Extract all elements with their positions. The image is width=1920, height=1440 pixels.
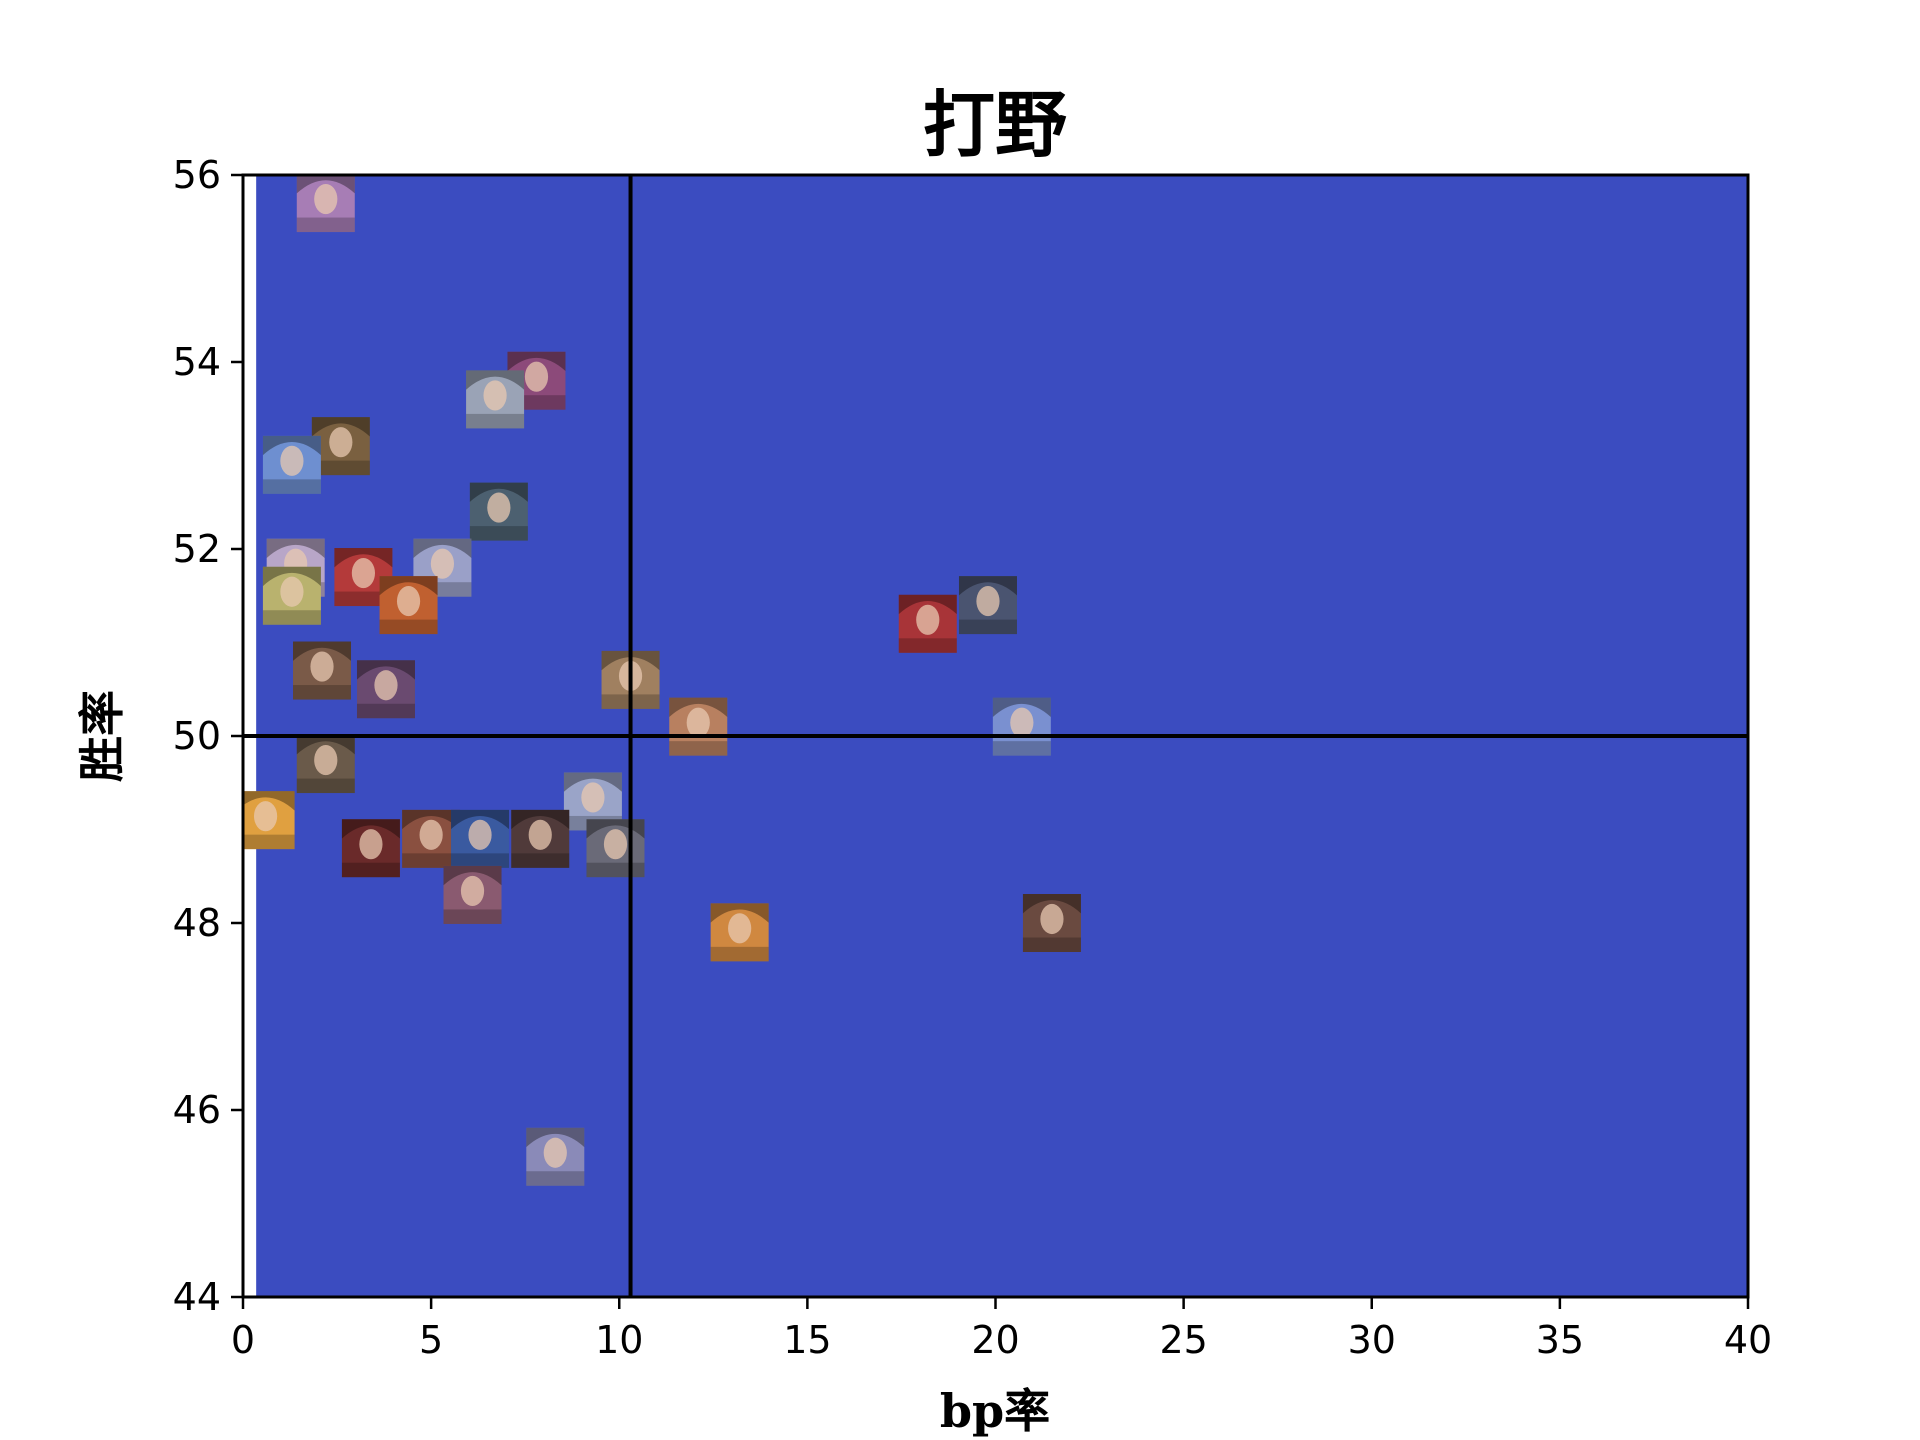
y-tick-label: 44: [173, 1275, 221, 1319]
hero-point-2[interactable]: [507, 351, 566, 410]
x-tick-label: 10: [595, 1318, 643, 1362]
x-tick-label: 40: [1724, 1318, 1772, 1362]
chart-title: 打野: [923, 82, 1067, 167]
hero-point-13[interactable]: [958, 576, 1017, 635]
x-tick-label: 5: [419, 1318, 443, 1362]
y-tick-label: 46: [173, 1088, 221, 1132]
hero-point-11[interactable]: [379, 576, 438, 635]
hero-point-15[interactable]: [356, 660, 415, 719]
hero-point-19[interactable]: [296, 735, 355, 794]
hero-point-4[interactable]: [311, 417, 370, 476]
y-axis-ticks: 44 46 48 50 52 54 56: [173, 153, 243, 1319]
reference-lines: [243, 175, 1748, 1297]
hero-point-12[interactable]: [898, 594, 957, 653]
y-tick-label: 54: [173, 340, 221, 384]
x-tick-label: 15: [783, 1318, 831, 1362]
hero-point-18[interactable]: [992, 697, 1051, 756]
hero-point-30[interactable]: [526, 1127, 585, 1186]
hero-point-23[interactable]: [402, 809, 461, 868]
hero-point-6[interactable]: [469, 482, 528, 541]
hero-point-25[interactable]: [511, 809, 570, 868]
hero-point-22[interactable]: [341, 819, 400, 878]
hero-point-10[interactable]: [262, 566, 321, 625]
hero-point-3[interactable]: [466, 370, 525, 429]
x-axis-label: bp率: [940, 1384, 1050, 1438]
hero-point-17[interactable]: [669, 697, 728, 756]
hero-point-26[interactable]: [586, 819, 645, 878]
x-tick-label: 30: [1348, 1318, 1396, 1362]
y-tick-label: 52: [173, 527, 221, 571]
hero-point-14[interactable]: [293, 641, 352, 700]
y-tick-label: 50: [173, 714, 221, 758]
hero-point-20[interactable]: [237, 791, 295, 850]
y-axis-label: 胜率: [75, 690, 129, 782]
x-tick-label: 35: [1536, 1318, 1584, 1362]
hero-point-27[interactable]: [443, 865, 502, 924]
x-tick-label: 0: [231, 1318, 255, 1362]
y-tick-label: 48: [173, 901, 221, 945]
x-tick-label: 20: [971, 1318, 1019, 1362]
x-axis-ticks: 0 5 10 15 20 25 30 35 40: [231, 1297, 1772, 1362]
hero-point-24[interactable]: [451, 809, 510, 868]
hero-point-29[interactable]: [1022, 894, 1081, 952]
hero-point-28[interactable]: [710, 903, 769, 962]
y-tick-label: 56: [173, 153, 221, 197]
hero-point-5[interactable]: [262, 435, 321, 494]
x-tick-label: 25: [1159, 1318, 1207, 1362]
hero-point-1[interactable]: [296, 174, 355, 233]
